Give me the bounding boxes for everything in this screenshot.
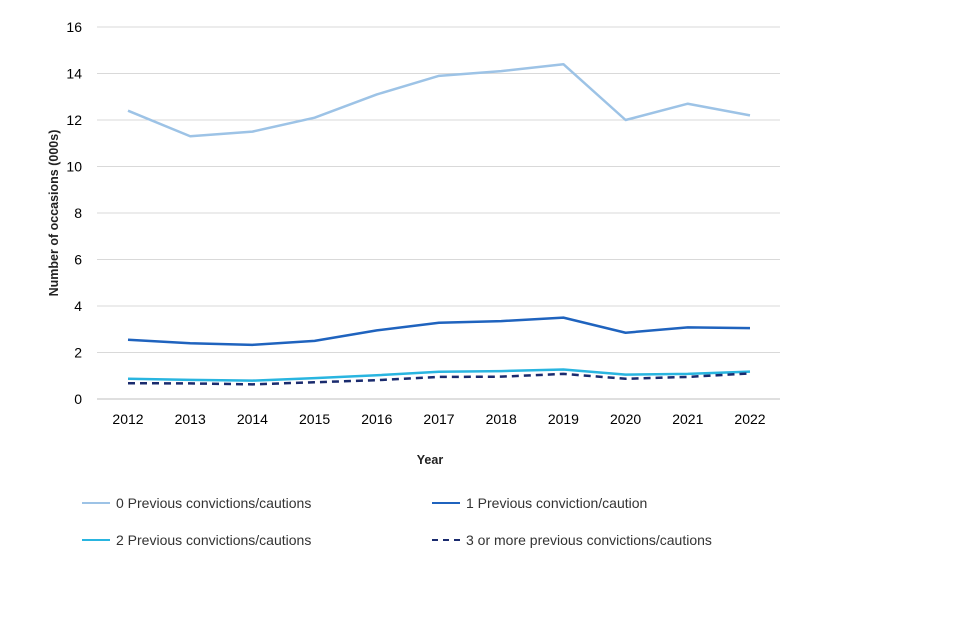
series-line-1	[127, 316, 751, 347]
x-tick-label: 2015	[299, 411, 330, 427]
y-tick-label: 14	[66, 66, 82, 82]
legend-item-0: 0 Previous convictions/cautions	[82, 495, 311, 511]
y-axis-tick-labels: 0 2 4 6 8 10 12 14 16	[66, 19, 82, 407]
y-tick-label: 0	[74, 391, 82, 407]
x-tick-label: 2014	[237, 411, 268, 427]
gridlines	[97, 26, 780, 400]
y-axis-title: Number of occasions (000s)	[47, 130, 61, 297]
legend-swatch-1	[432, 502, 460, 504]
legend-label-0: 0 Previous convictions/cautions	[116, 495, 312, 511]
legend-item-3: 3 or more previous convictions/cautions	[432, 532, 712, 548]
y-tick-label: 2	[74, 345, 82, 361]
legend-swatch-3	[432, 539, 460, 541]
x-axis-title: Year	[417, 453, 444, 467]
series-lines	[127, 62, 751, 386]
legend-label-1: 1 Previous conviction/caution	[466, 495, 648, 511]
x-tick-label: 2013	[175, 411, 206, 427]
legend-item-2: 2 Previous convictions/cautions	[82, 532, 311, 548]
x-tick-label: 2012	[112, 411, 143, 427]
x-tick-label: 2019	[548, 411, 579, 427]
legend-swatch-2	[82, 539, 110, 541]
y-tick-label: 16	[66, 19, 82, 35]
x-tick-label: 2017	[423, 411, 454, 427]
x-tick-label: 2022	[734, 411, 765, 427]
y-tick-label: 10	[66, 159, 82, 175]
x-tick-label: 2020	[610, 411, 641, 427]
legend-item-1: 1 Previous conviction/caution	[432, 495, 647, 511]
series-line-3	[127, 372, 751, 386]
y-tick-label: 6	[74, 252, 82, 268]
legend-label-2: 2 Previous convictions/cautions	[116, 532, 312, 548]
x-tick-label: 2021	[672, 411, 703, 427]
x-axis-tick-labels: 2012 2013 2014 2015 2016 2017 2018 2019 2020 2021…	[112, 411, 765, 427]
legend-label-3: 3 or more previous convictions/cautions	[466, 532, 712, 548]
x-tick-label: 2016	[361, 411, 392, 427]
y-tick-label: 8	[74, 205, 82, 221]
legend-swatch-0	[82, 502, 110, 504]
series-line-0	[127, 62, 751, 138]
y-tick-label: 4	[74, 298, 82, 314]
x-tick-label: 2018	[486, 411, 517, 427]
series-line-2	[127, 368, 751, 382]
y-tick-label: 12	[66, 112, 82, 128]
